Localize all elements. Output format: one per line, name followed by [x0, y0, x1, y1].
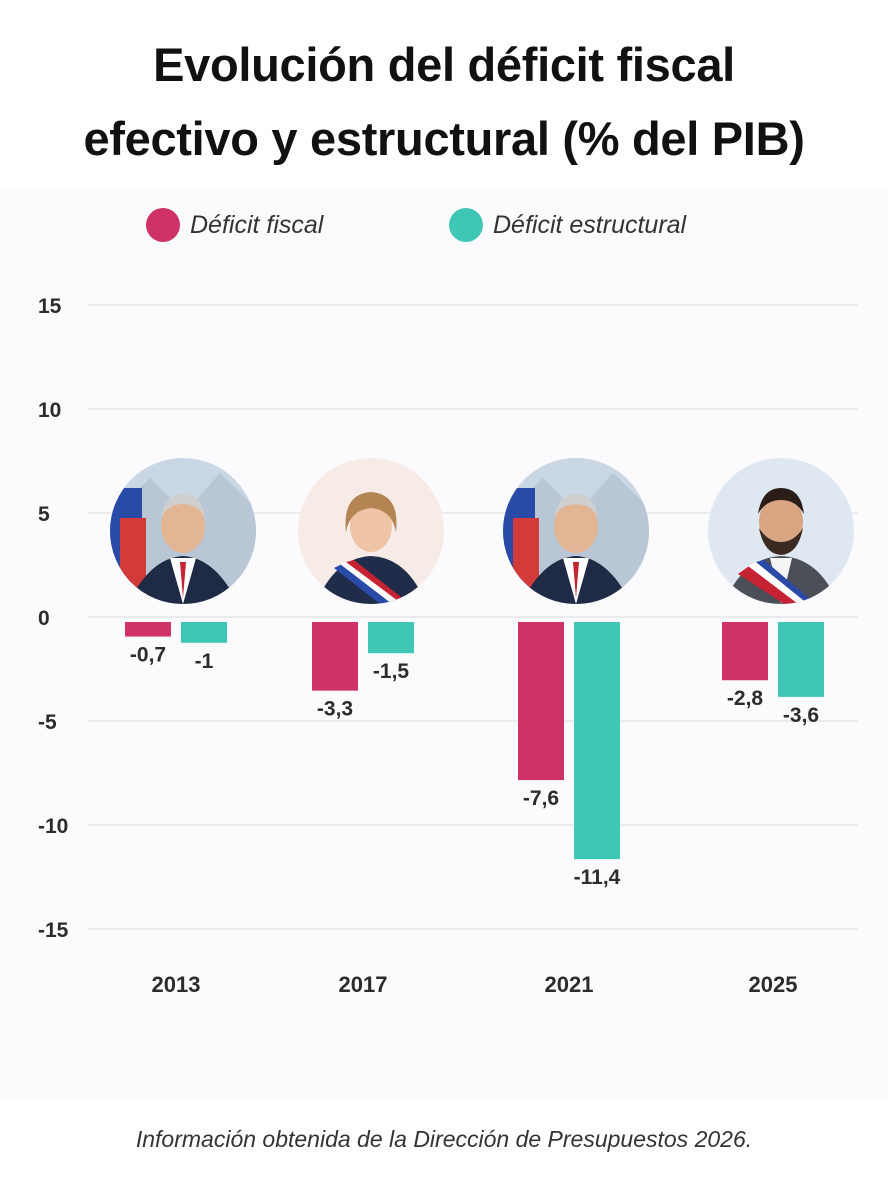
legend-label-fiscal: Déficit fiscal	[190, 210, 324, 239]
bar-chart: 15 10 5 0 -5 -10 -15 -0,7 -1 2013 -3,3 -1,5 2017 -7,6…	[38, 295, 858, 997]
y-tick-label: -10	[38, 815, 68, 838]
bar-fiscal-2017	[312, 622, 358, 691]
y-tick-label: -15	[38, 919, 69, 942]
bar-fiscal-2021	[518, 622, 564, 781]
x-tick-label-2025: 2025	[749, 972, 798, 997]
x-tick-label-2021: 2021	[545, 972, 594, 997]
data-label-fiscal-2025: -2,8	[727, 687, 764, 710]
y-tick-label: 5	[38, 503, 50, 526]
bar-fiscal-2025	[722, 622, 768, 681]
legend-item-estructural: Déficit estructural	[449, 205, 686, 245]
data-label-estructural-2025: -3,6	[783, 704, 819, 727]
data-label-estructural-2021: -11,4	[574, 866, 621, 889]
data-label-fiscal-2013: -0,7	[130, 644, 166, 667]
x-tick-label-2013: 2013	[152, 972, 201, 997]
title-line-2: efectivo y estructural (% del PIB)	[83, 112, 805, 165]
bar-estructural-2025	[778, 622, 824, 697]
bar-estructural-2017	[368, 622, 414, 654]
chart-title: Evolución del déficit fiscal efectivo y …	[0, 28, 888, 176]
title-line-1: Evolución del déficit fiscal	[153, 38, 735, 91]
bar-estructural-2021	[574, 622, 620, 860]
portrait-man-presidential-sash-icon	[708, 458, 854, 604]
bar-fiscal-2013	[125, 622, 171, 637]
portrait-woman-presidential-sash-icon	[298, 458, 444, 604]
y-tick-label: 0	[38, 607, 50, 630]
y-tick-label: -5	[38, 711, 57, 734]
source-note: Información obtenida de la Dirección de …	[135, 1126, 753, 1152]
portrait-man-flag-icon	[503, 458, 649, 604]
legend-label-estructural: Déficit estructural	[493, 210, 687, 239]
bar-estructural-2013	[181, 622, 227, 643]
portrait-2025	[708, 458, 854, 604]
data-label-fiscal-2021: -7,6	[523, 787, 559, 810]
legend-swatch-fiscal	[146, 208, 180, 242]
data-label-estructural-2013: -1	[195, 650, 214, 673]
legend-swatch-estructural	[449, 208, 483, 242]
portrait-2017	[298, 458, 444, 604]
data-label-estructural-2017: -1,5	[373, 660, 410, 683]
portrait-man-flag-icon	[110, 458, 256, 604]
legend-item-fiscal: Déficit fiscal	[146, 205, 323, 245]
data-label-fiscal-2017: -3,3	[317, 698, 353, 721]
y-tick-label: 10	[38, 399, 61, 422]
portrait-2013	[110, 458, 256, 604]
portrait-2021	[503, 458, 649, 604]
x-tick-label-2017: 2017	[339, 972, 388, 997]
y-tick-label: 15	[38, 295, 62, 318]
